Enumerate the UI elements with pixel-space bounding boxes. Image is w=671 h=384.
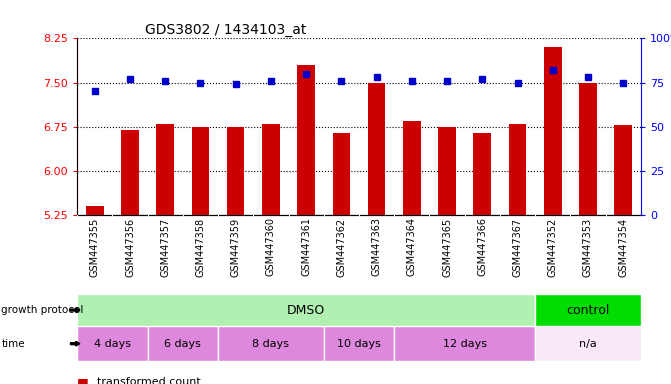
Bar: [395, 326, 535, 361]
Bar: [227, 127, 244, 215]
Text: GSM447353: GSM447353: [583, 217, 593, 276]
Bar: [86, 206, 103, 215]
Bar: [148, 326, 218, 361]
Text: GSM447354: GSM447354: [618, 217, 628, 276]
Bar: [262, 124, 280, 215]
Text: 4 days: 4 days: [94, 339, 131, 349]
Text: 8 days: 8 days: [252, 339, 289, 349]
Text: GSM447355: GSM447355: [90, 217, 100, 276]
Bar: [156, 124, 174, 215]
Text: GSM447363: GSM447363: [372, 217, 382, 276]
Text: 10 days: 10 days: [337, 339, 381, 349]
Bar: [333, 132, 350, 215]
Bar: [121, 130, 139, 215]
Text: n/a: n/a: [579, 339, 597, 349]
Bar: [77, 294, 535, 326]
Text: control: control: [566, 304, 610, 316]
Bar: [535, 326, 641, 361]
Text: GSM447366: GSM447366: [477, 217, 487, 276]
Text: GSM447364: GSM447364: [407, 217, 417, 276]
Text: DMSO: DMSO: [287, 304, 325, 316]
Bar: [615, 125, 632, 215]
Text: GSM447365: GSM447365: [442, 217, 452, 276]
Text: GSM447360: GSM447360: [266, 217, 276, 276]
Text: GSM447358: GSM447358: [195, 217, 205, 276]
Bar: [403, 121, 421, 215]
Bar: [438, 127, 456, 215]
Text: GSM447367: GSM447367: [513, 217, 523, 276]
Bar: [474, 132, 491, 215]
Text: GSM447362: GSM447362: [336, 217, 346, 276]
Bar: [323, 326, 394, 361]
Text: GDS3802 / 1434103_at: GDS3802 / 1434103_at: [145, 23, 306, 37]
Text: GSM447352: GSM447352: [548, 217, 558, 276]
Bar: [368, 83, 385, 215]
Text: transformed count: transformed count: [97, 377, 201, 384]
Text: GSM447361: GSM447361: [301, 217, 311, 276]
Text: ■: ■: [77, 376, 89, 384]
Bar: [579, 83, 597, 215]
Text: GSM447357: GSM447357: [160, 217, 170, 276]
Text: growth protocol: growth protocol: [1, 305, 84, 315]
Bar: [297, 65, 315, 215]
Bar: [77, 326, 148, 361]
Bar: [218, 326, 323, 361]
Text: GSM447359: GSM447359: [231, 217, 241, 276]
Text: time: time: [1, 339, 25, 349]
Text: 12 days: 12 days: [443, 339, 486, 349]
Bar: [192, 127, 209, 215]
Text: GSM447356: GSM447356: [125, 217, 135, 276]
Text: 6 days: 6 days: [164, 339, 201, 349]
Bar: [535, 294, 641, 326]
Bar: [544, 47, 562, 215]
Bar: [509, 124, 526, 215]
